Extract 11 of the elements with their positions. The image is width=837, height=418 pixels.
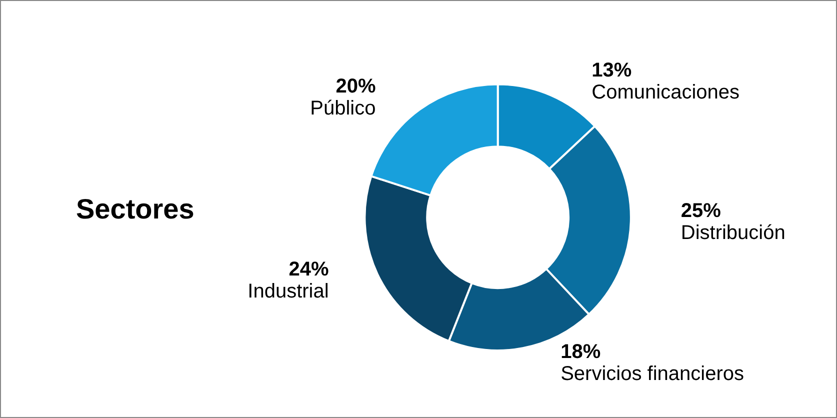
data-label: 18% [560,340,601,363]
slice-label: Público [310,97,376,120]
text: Sectores [76,194,194,224]
data-label: 24% [288,258,330,280]
slice-label: Industrial [248,280,329,302]
slice-label: Servicios financieros [560,362,744,385]
slice-label: Comunicaciones [592,81,740,104]
data-label: 25% [680,200,722,222]
slice-label: Distribución [680,222,786,244]
data-label: 13% [592,59,632,82]
data-label: 20% [336,75,376,98]
